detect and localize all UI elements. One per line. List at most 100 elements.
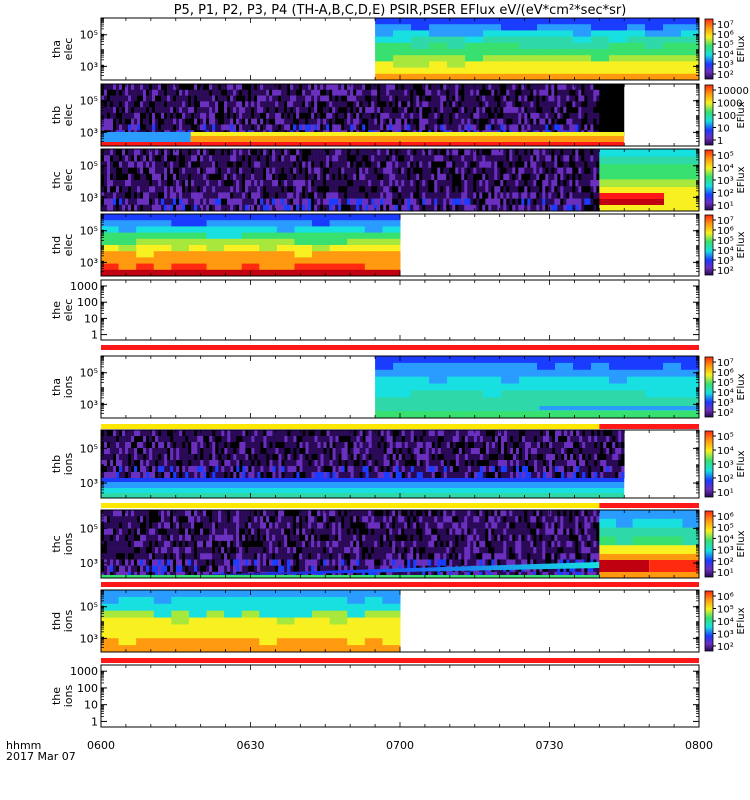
cell [131, 460, 135, 467]
cell [382, 251, 401, 258]
cell [407, 155, 411, 162]
cell [104, 167, 108, 175]
cell [125, 442, 129, 449]
cell [209, 149, 213, 156]
cell [593, 84, 597, 91]
cell [533, 155, 537, 162]
cell [113, 89, 117, 96]
cell [575, 149, 579, 156]
cell [386, 118, 390, 125]
cell [155, 180, 159, 187]
cell [356, 107, 360, 114]
cell [509, 84, 513, 91]
cell [134, 460, 138, 467]
cell [566, 149, 570, 156]
cell [254, 192, 258, 199]
cell [200, 173, 204, 181]
cell [645, 67, 664, 75]
cell [110, 155, 114, 162]
cell [185, 118, 189, 125]
cell [257, 124, 261, 131]
cell [398, 173, 402, 181]
y-axis-label: thcelec [50, 169, 75, 192]
cell [503, 149, 507, 156]
cell [554, 180, 558, 187]
cell [164, 460, 168, 467]
cell [140, 180, 144, 187]
cell [488, 192, 492, 199]
cell [449, 198, 453, 206]
cell [393, 24, 412, 31]
cell [122, 124, 126, 131]
cell [203, 466, 207, 473]
cell [233, 180, 237, 187]
cell [294, 245, 313, 252]
cell [149, 454, 153, 461]
cell [323, 124, 327, 131]
cell [173, 466, 177, 473]
cell [443, 112, 447, 119]
cell [434, 204, 438, 212]
cell [341, 155, 345, 162]
cell [461, 180, 465, 187]
cell [581, 167, 585, 175]
cell [410, 107, 414, 114]
cell [371, 95, 375, 102]
cell [248, 173, 252, 181]
cell [347, 238, 366, 246]
cell [506, 204, 510, 212]
cell [290, 149, 294, 156]
cell [107, 430, 111, 437]
cell [179, 186, 183, 193]
cell [284, 180, 288, 187]
cell [203, 186, 207, 193]
cell [224, 107, 228, 114]
cell [578, 89, 582, 96]
cell [215, 198, 219, 206]
cell [362, 198, 366, 206]
cell [173, 167, 177, 175]
cell [587, 180, 591, 187]
cell [293, 124, 297, 131]
cell [323, 180, 327, 187]
cell [182, 180, 186, 187]
cell [404, 124, 408, 131]
cell [284, 107, 288, 114]
cell [494, 95, 498, 102]
cell [338, 89, 342, 96]
cell [437, 89, 441, 96]
cell [681, 383, 700, 391]
cell [230, 101, 234, 108]
cell [407, 167, 411, 175]
cell [218, 472, 222, 479]
cell [344, 112, 348, 119]
cell [500, 198, 504, 206]
cell [465, 49, 484, 56]
cell [500, 161, 504, 168]
cell [393, 61, 412, 69]
cell [323, 173, 327, 181]
cell [332, 101, 336, 108]
cell [395, 167, 399, 175]
cell [515, 89, 519, 96]
cell [382, 263, 401, 271]
cell [224, 214, 243, 221]
cell [560, 204, 564, 212]
cell [382, 245, 401, 252]
cell [374, 112, 378, 119]
cell [681, 376, 700, 385]
cell [272, 124, 276, 131]
cell [401, 149, 405, 156]
cell [350, 95, 354, 102]
cell [125, 84, 129, 91]
cell [224, 101, 228, 108]
cell [227, 180, 231, 187]
cell [500, 192, 504, 199]
cell [257, 448, 261, 455]
cell [419, 192, 423, 199]
cell [290, 204, 294, 212]
cell [278, 155, 282, 162]
cell [326, 124, 330, 131]
cell [419, 84, 423, 91]
cell [188, 238, 208, 246]
